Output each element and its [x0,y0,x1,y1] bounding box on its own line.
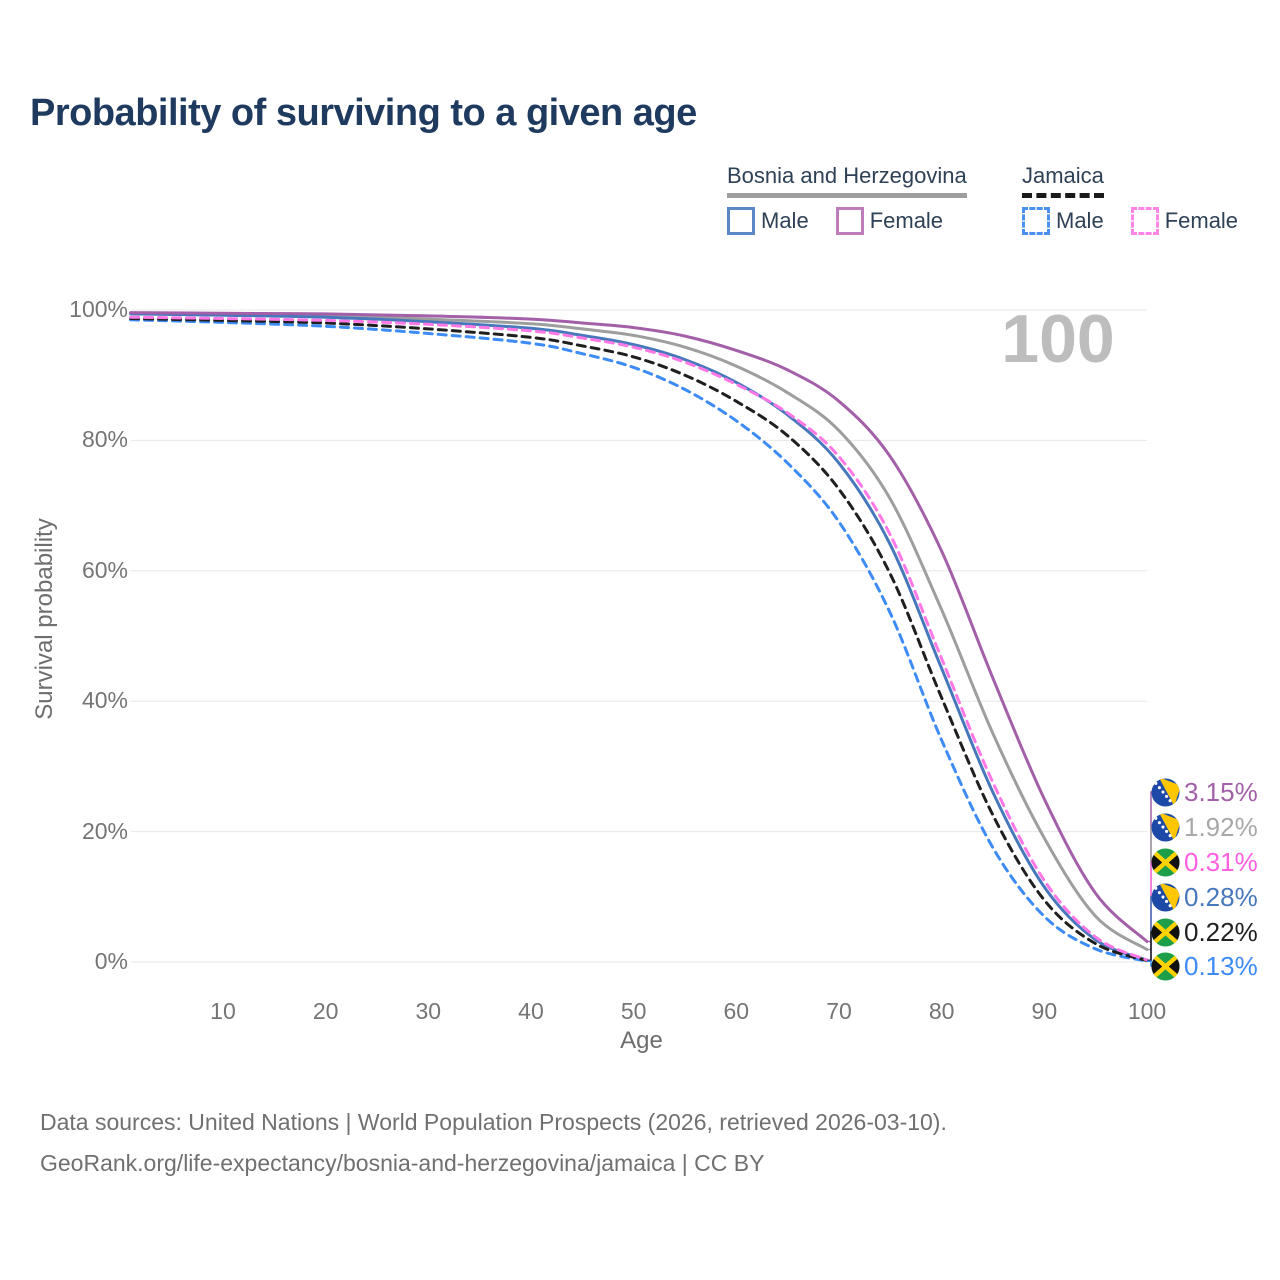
end-label-jamaica-combined: 0.22% [1151,917,1258,947]
x-tick-label-40: 40 [518,998,544,1024]
legend-swatch-bosnia-male-icon [727,207,755,235]
footer-line-sources: Data sources: United Nations | World Pop… [40,1109,947,1135]
x-tick-label-100: 100 [1127,998,1167,1024]
end-value: 0.13% [1184,950,1258,981]
series-line-bih_female[interactable] [129,311,1149,943]
y-tick-label-60: 60% [81,556,128,583]
footer-line-url: GeoRank.org/life-expectancy/bosnia-and-h… [40,1150,765,1176]
end-label-jamaica-male: 0.13% [1151,951,1258,981]
y-tick-label-80: 80% [81,426,128,453]
series-line-bih_total[interactable] [129,311,1149,951]
page-title: Probability of surviving to a given age [30,92,697,134]
legend-row-jamaica: Male Female [1022,207,1238,235]
y-tick-label-20: 20% [81,817,128,844]
x-axis-title: Age [620,1027,663,1054]
y-tick-label-0: 0% [94,948,128,974]
data-source-footer: Data sources: United Nations | World Pop… [40,1102,947,1184]
x-tick-label-60: 60 [723,998,750,1024]
axis-max-watermark: 100 [1001,301,1114,377]
flag-icon-bosnia [1151,812,1180,842]
x-tick-label-80: 80 [928,998,955,1024]
y-tick-label-40: 40% [81,687,128,714]
flag-icon-jamaica [1151,951,1180,981]
y-tick-label-100: 100% [69,296,128,322]
legend-group-bosnia: Bosnia and Herzegovina Male Female [727,163,967,235]
legend-item-bosnia-female[interactable]: Female [835,207,943,235]
end-value: 0.22% [1184,916,1258,947]
legend-item-jamaica-male[interactable]: Male [1022,207,1104,235]
legend-swatch-bosnia-female-icon [835,207,864,235]
x-tick-label-20: 20 [312,998,339,1024]
series-line-jam_female[interactable] [129,315,1149,962]
end-label-bosnia-female: 3.15% [1151,777,1258,807]
series-line-jam_male[interactable] [129,318,1149,963]
flag-icon-jamaica [1151,847,1180,877]
end-label-bosnia-combined: 1.92% [1151,812,1258,842]
legend-country-bosnia: Bosnia and Herzegovina [727,163,967,198]
legend-row-bosnia: Male Female [727,207,967,235]
flag-icon-bosnia [1151,882,1180,912]
legend-item-bosnia-male[interactable]: Male [727,207,809,235]
legend-country-jamaica: Jamaica [1022,163,1104,198]
x-tick-label-30: 30 [415,998,442,1024]
end-value: 0.31% [1184,846,1258,877]
x-tick-label-50: 50 [620,998,647,1024]
flag-icon-jamaica [1151,917,1180,947]
end-value: 1.92% [1184,811,1258,842]
legend-swatch-jamaica-male-icon [1022,207,1050,235]
x-tick-label-90: 90 [1031,998,1058,1024]
end-label-jamaica-female: 0.31% [1151,847,1258,877]
legend-swatch-jamaica-female-icon [1130,207,1159,235]
x-tick-label-70: 70 [826,998,852,1024]
end-value: 0.28% [1184,881,1258,912]
flag-icon-bosnia [1151,777,1180,807]
legend-item-jamaica-female[interactable]: Female [1130,207,1238,235]
end-value: 3.15% [1184,776,1258,807]
end-label-bosnia-male: 0.28% [1151,882,1258,912]
series-line-bih_male[interactable] [129,312,1149,962]
series-line-jam_total[interactable] [129,317,1149,963]
x-tick-label-10: 10 [210,998,236,1024]
legend-group-jamaica: Jamaica Male Female [1022,163,1238,235]
